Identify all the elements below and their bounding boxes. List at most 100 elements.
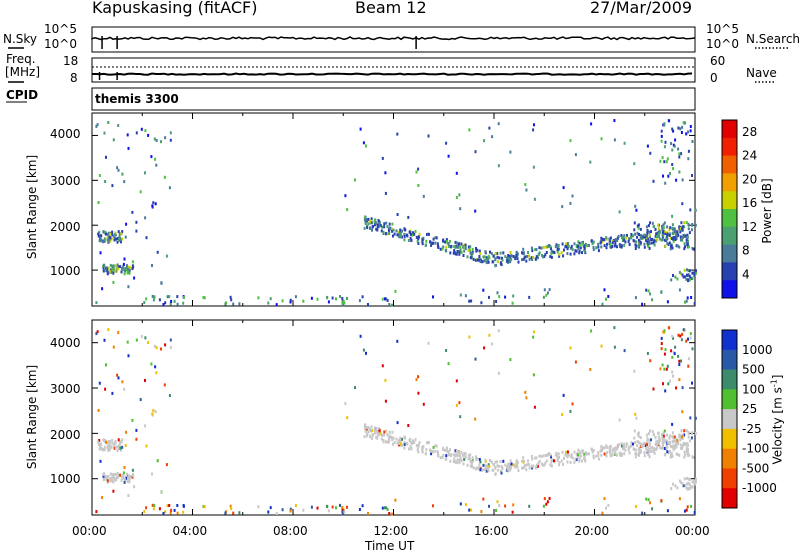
power-cell (674, 235, 677, 239)
power-cell (685, 299, 688, 303)
velocity-cell (532, 335, 535, 339)
velocity-cell (600, 453, 603, 457)
velocity-cell (614, 449, 617, 453)
velocity-cell (575, 452, 578, 456)
velocity-cell (124, 443, 127, 447)
power-cell (114, 264, 117, 268)
power-cell (399, 231, 402, 235)
power-cell (525, 188, 528, 192)
power-cell (269, 297, 272, 301)
power-cell (677, 126, 680, 130)
velocity-cell (289, 507, 292, 511)
power-colorbar-swatch-2 (722, 155, 737, 174)
velocity-cell (382, 439, 385, 442)
velocity-cell (661, 363, 664, 367)
velocity-cell (122, 471, 125, 475)
velocity-cell (164, 510, 167, 514)
power-cell (421, 240, 424, 244)
power-cell (533, 123, 535, 127)
velocity-cell (427, 341, 430, 345)
velocity-cell (681, 435, 684, 439)
power-colorbar-tick-1: 8 (742, 244, 750, 258)
power-cell (117, 265, 120, 269)
power-cell (390, 228, 393, 231)
power-cell (506, 259, 509, 263)
power-cell (510, 257, 513, 261)
power-cell (112, 280, 115, 284)
velocity-cell (609, 451, 612, 455)
velocity-cell (437, 454, 440, 458)
velocity-cell (424, 451, 427, 455)
velocity-cell (662, 382, 664, 386)
velocity-cell (651, 430, 654, 433)
power-cell (335, 297, 337, 301)
velocity-cell (410, 447, 413, 451)
velocity-cell (682, 444, 684, 448)
power-cell (385, 221, 388, 225)
velocity-cell (550, 460, 553, 464)
velocity-cell (453, 453, 456, 457)
power-cell (120, 240, 122, 244)
velocity-cell (365, 426, 368, 430)
power-cell (661, 224, 663, 228)
velocity-cell (394, 498, 397, 502)
power-cell (491, 260, 494, 264)
velocity-cell (229, 504, 232, 508)
velocity-cell (202, 504, 205, 508)
power-cell (510, 254, 513, 258)
power-cell (116, 166, 119, 170)
power-cell (672, 129, 675, 133)
velocity-cell (496, 464, 499, 468)
power-cell (672, 274, 674, 277)
velocity-cell (646, 448, 649, 452)
power-cell (651, 298, 654, 302)
power-cell (665, 237, 668, 241)
velocity-cell (436, 451, 439, 455)
power-colorbar-tick-4: 20 (742, 172, 757, 186)
velocity-cell (390, 436, 393, 440)
power-cell (392, 228, 395, 232)
velocity-cell (663, 447, 666, 450)
power-cell (641, 302, 644, 306)
power-cell (111, 233, 114, 237)
power-cell (344, 194, 347, 198)
velocity-cell (556, 456, 559, 460)
velocity-cell (98, 381, 101, 385)
velocity-cell (663, 352, 666, 356)
velocity-cell (599, 449, 602, 453)
power-cell (657, 232, 660, 236)
power-cell (563, 248, 565, 252)
power-cell (123, 257, 126, 261)
power-cell (492, 254, 495, 258)
power-cell (677, 233, 680, 237)
power-cell (683, 247, 686, 251)
velocity-cell (434, 449, 437, 453)
power-cell (383, 225, 386, 229)
velocity-cell (613, 326, 616, 330)
velocity-cell (600, 344, 603, 348)
velocity-cell (439, 456, 442, 460)
velocity-cell (467, 457, 470, 461)
power-ytick-4000: 4000 (50, 127, 81, 141)
power-cell (370, 217, 373, 221)
x-tick-label-1: 04:00 (172, 524, 208, 538)
power-cell (403, 234, 406, 238)
power-cell (680, 131, 683, 134)
power-cell (617, 234, 620, 238)
power-cell (592, 248, 595, 251)
velocity-cell (553, 459, 555, 463)
velocity-cell (166, 504, 169, 508)
power-cell (152, 298, 155, 302)
velocity-cell (592, 454, 595, 458)
power-cell (667, 242, 670, 246)
velocity-cell (96, 330, 99, 334)
velocity-cell (592, 456, 595, 460)
velocity-cell (664, 440, 667, 444)
power-cell (111, 270, 113, 274)
velocity-cell (327, 509, 330, 513)
power-cell (679, 235, 682, 239)
power-cell (597, 249, 600, 253)
power-cell (109, 236, 112, 240)
power-cell (578, 241, 581, 245)
velocity-cell (643, 454, 646, 458)
